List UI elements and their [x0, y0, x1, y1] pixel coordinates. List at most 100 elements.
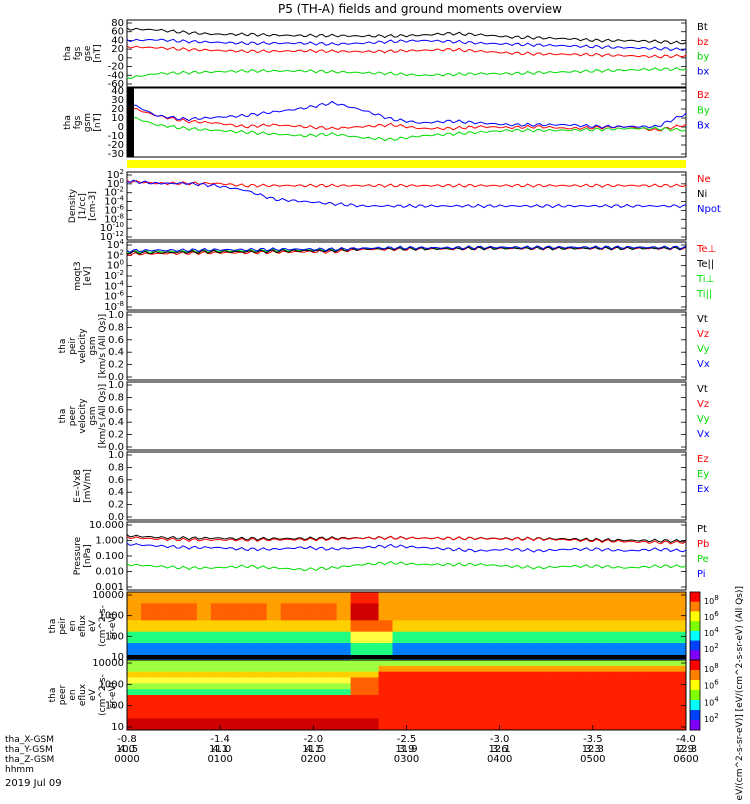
spectrogram-cell [560, 648, 575, 655]
x-row-label: hhmm [5, 765, 34, 775]
y-tick-label: 1.0 [108, 450, 124, 461]
spectrogram-cell [406, 592, 421, 599]
spectrogram-cell [336, 712, 352, 719]
y-axis-label: peir [58, 617, 68, 635]
spectrogram-cell [266, 626, 282, 633]
spectrogram-cell [644, 609, 659, 616]
spectrogram-cell [462, 626, 477, 633]
spectrogram-cell [602, 671, 617, 678]
spectrogram-cell [182, 695, 198, 702]
spectrogram-cell [420, 689, 435, 696]
spectrogram-cell [448, 592, 463, 599]
spectrogram-cell [238, 706, 254, 713]
spectrogram-cell [378, 677, 394, 684]
spectrogram-cell [546, 609, 561, 616]
spectrogram-cell [574, 695, 589, 702]
spectrogram-cell [644, 620, 659, 627]
y-tick-label: -10 [108, 131, 124, 142]
spectrogram-cell [127, 597, 142, 604]
spectrogram-cell [672, 706, 687, 713]
spectrogram-cell [168, 695, 184, 702]
spectrogram-cell [658, 626, 673, 633]
spectrogram-cell [350, 592, 366, 599]
x-row-value: 0000 [114, 754, 139, 765]
spectrogram-cell [280, 648, 296, 655]
spectrogram-cell [490, 603, 505, 610]
spectrogram-cell [560, 724, 575, 731]
spectrogram-cell [127, 637, 142, 644]
legend-entry: Pi [697, 569, 706, 580]
spectrogram-cell [322, 665, 338, 673]
spectrogram-cell [434, 637, 449, 644]
spectrogram-cell [658, 648, 673, 655]
spectrogram-cell [644, 689, 659, 696]
spectrogram-cell [588, 706, 603, 713]
spectrogram-cell [224, 620, 240, 627]
spectrogram-cell [406, 665, 421, 673]
spectrogram-cell [616, 592, 631, 599]
spectrogram-cell [462, 671, 477, 678]
spectrogram-cell [658, 695, 673, 702]
x-tick-label: -2.5 [397, 734, 417, 745]
spectrogram-cell [532, 597, 547, 604]
spectrogram-cell [182, 643, 198, 650]
y-tick-label: 0.2 [108, 360, 124, 371]
spectrogram-cell [224, 614, 240, 621]
spectrogram-cell [224, 631, 240, 638]
spectrogram-cell [154, 631, 170, 638]
spectrogram-cell [672, 620, 687, 627]
spectrogram-cell [154, 718, 170, 725]
plot-title: P5 (TH-A) fields and ground moments over… [278, 2, 562, 16]
spectrogram-cell [154, 592, 170, 599]
spectrogram-cell [294, 609, 310, 616]
spectrogram-cell [630, 648, 645, 655]
spectrogram-cell [294, 683, 310, 690]
spectrogram-cell [434, 683, 449, 690]
spectrogram-cell [154, 660, 170, 667]
panel-efield: 1.00.8 0.60.4 0.20.0 E=-VxB [mV/m] Ez Ey Ex [73, 450, 709, 523]
spectrogram-cell [462, 620, 477, 627]
spectrogram-cell [588, 683, 603, 690]
spectrogram-cell [322, 671, 338, 678]
spectrogram-cell [196, 631, 212, 638]
spectrogram-cell [210, 620, 226, 627]
spectrogram-cell [196, 609, 212, 616]
spectrogram-cell [392, 700, 407, 708]
spectrogram-cell [406, 643, 421, 650]
spectrogram-cell [420, 700, 435, 708]
spectrogram-cell [476, 724, 491, 731]
spectrogram-cell [672, 597, 687, 604]
spectrogram-cell [462, 597, 477, 604]
spectrogram-cell [462, 665, 477, 673]
legend-entry: Vz [697, 399, 709, 410]
x-row-value: 0100 [207, 754, 232, 765]
spectrogram-cell [182, 724, 198, 731]
y-tick-label: 0.0 [108, 372, 124, 383]
spectrogram-cell [448, 712, 463, 719]
spectrogram-cell [588, 712, 603, 719]
spectrogram-cell [392, 603, 407, 610]
y-tick-label: 10-10 [100, 221, 124, 234]
spectrogram-cell [252, 712, 268, 719]
y-axis-label: [nPa] [83, 544, 93, 567]
spectrogram-cell [336, 695, 352, 702]
y-tick-label: 100 [107, 177, 124, 190]
spectrogram-cell [532, 609, 547, 616]
y-axis-label: velocity [78, 328, 88, 364]
spectrogram-cell [280, 671, 296, 678]
spectrogram-cell [448, 665, 463, 673]
spectrogram-cell [560, 626, 575, 633]
spectrogram-cell [420, 637, 435, 644]
spectrogram-cell [602, 597, 617, 604]
spectrogram-cell [420, 631, 435, 638]
spectrogram-cell [378, 718, 394, 725]
spectrogram-cell [462, 706, 477, 713]
y-tick-label: -40 [108, 70, 124, 81]
spectrogram-cell [644, 677, 659, 684]
legend-entry: Te⊥ [696, 244, 716, 255]
spectrogram-cell [462, 677, 477, 684]
spectrogram-cell [462, 609, 477, 616]
spectrogram-cell [266, 718, 282, 725]
spectrogram-cell [602, 626, 617, 633]
spectrogram-cell [280, 597, 296, 604]
